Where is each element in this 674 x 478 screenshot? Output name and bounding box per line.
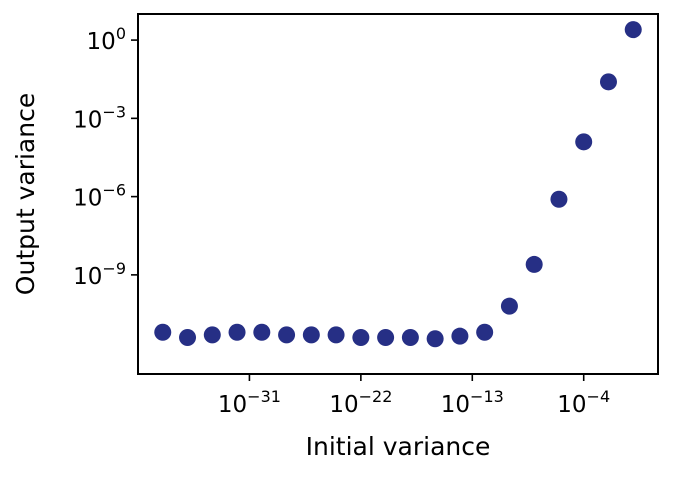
data-point-16 [550, 190, 568, 208]
data-points [154, 21, 642, 348]
data-point-1 [179, 328, 197, 346]
data-point-4 [253, 323, 271, 341]
data-point-0 [154, 323, 172, 341]
y-tick-label-0: 100 [87, 24, 126, 55]
x-tick-label-2: 10−13 [441, 387, 504, 418]
data-point-19 [624, 21, 642, 39]
data-point-17 [575, 133, 593, 151]
data-point-8 [352, 328, 370, 346]
data-point-3 [228, 323, 246, 341]
data-point-11 [426, 330, 444, 348]
x-tick-label-3: 10−4 [557, 387, 610, 418]
data-point-5 [278, 326, 296, 344]
data-point-10 [401, 328, 419, 346]
plot-frame [137, 13, 659, 375]
data-point-7 [327, 326, 345, 344]
data-point-15 [525, 255, 543, 273]
y-axis-ticks: 100 10−3 10−6 10−9 [73, 24, 138, 290]
y-tick-label-1: 10−3 [73, 102, 126, 133]
x-tick-label-1: 10−22 [329, 387, 392, 418]
x-tick-label-0: 10−31 [218, 387, 281, 418]
data-point-18 [599, 73, 617, 91]
data-point-2 [203, 326, 221, 344]
data-point-13 [476, 323, 494, 341]
y-axis-title: Output variance [11, 93, 40, 295]
data-point-6 [302, 326, 320, 344]
data-point-9 [377, 328, 395, 346]
data-point-12 [451, 327, 469, 345]
y-tick-label-2: 10−6 [73, 181, 126, 212]
y-tick-label-3: 10−9 [73, 259, 126, 290]
x-axis-ticks: 10−31 10−22 10−13 10−4 [218, 374, 610, 418]
x-axis-title: Initial variance [306, 432, 491, 461]
data-point-14 [500, 297, 518, 315]
